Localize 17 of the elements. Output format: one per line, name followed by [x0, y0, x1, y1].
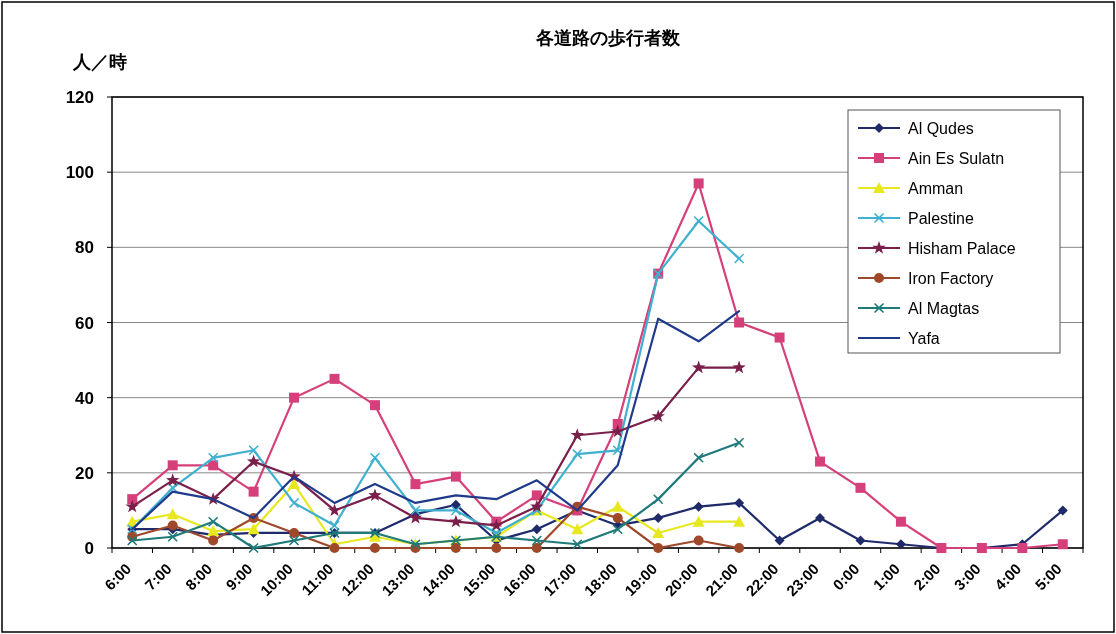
- legend-label: Al Qudes: [908, 120, 974, 137]
- legend-label: Yafa: [908, 330, 940, 347]
- y-tick-label: 20: [75, 463, 94, 483]
- y-tick-label: 120: [65, 88, 94, 107]
- legend-label: Hisham Palace: [908, 240, 1016, 257]
- y-axis-title: 人／時: [72, 52, 127, 72]
- y-tick-label: 40: [75, 388, 94, 408]
- y-tick-label: 80: [75, 238, 94, 258]
- legend-label: Ain Es Sulatn: [908, 150, 1005, 167]
- legend-label: Palestine: [908, 210, 974, 227]
- y-tick-label: 60: [75, 313, 94, 333]
- legend-label: Iron Factory: [908, 270, 994, 287]
- y-tick-label: 0: [84, 539, 94, 558]
- chart-title: 各道路の歩行者数: [534, 28, 681, 48]
- legend-label: Amman: [908, 180, 964, 197]
- y-tick-label: 100: [65, 163, 94, 183]
- legend-label: Al Magtas: [908, 300, 980, 317]
